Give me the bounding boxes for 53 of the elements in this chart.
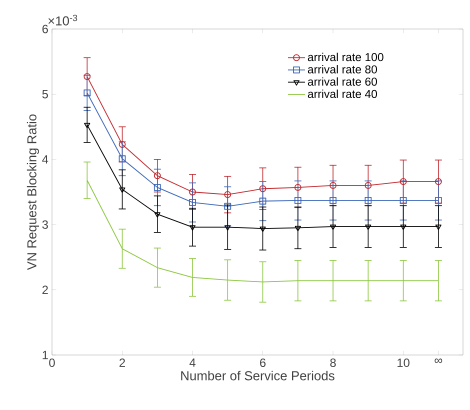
legend-label: arrival rate 60	[308, 77, 378, 86]
text: ×10$^{-3}$	[48, 14, 78, 26]
legend-label: arrival rate 40	[308, 90, 378, 98]
y-axis-title: VN Request Blocking Ratio	[26, 114, 39, 270]
point	[189, 188, 196, 196]
y-tick-label: 2	[42, 286, 48, 294]
point	[260, 226, 266, 232]
point	[330, 182, 336, 189]
point	[224, 225, 231, 231]
y-tick-label: 4	[42, 155, 48, 164]
y-tick-label: 6	[42, 24, 48, 34]
y-tick-label: 3	[42, 220, 48, 229]
y-tick-label: 5	[42, 90, 48, 98]
point	[224, 202, 232, 210]
point	[118, 155, 126, 162]
x-tick-label: 2	[120, 358, 125, 367]
point	[259, 198, 266, 205]
legend-label: arrival rate 100	[308, 52, 384, 62]
point	[364, 182, 372, 189]
legend-label: arrival rate 80	[308, 65, 378, 74]
point	[364, 197, 372, 204]
point	[330, 224, 336, 230]
point	[259, 185, 266, 192]
point	[294, 184, 302, 191]
point	[84, 73, 91, 80]
point	[400, 224, 406, 230]
point	[189, 198, 196, 206]
point	[154, 172, 161, 180]
x-tick-label: 10	[398, 358, 410, 367]
x-tick-label: ∞	[434, 358, 442, 364]
point	[189, 225, 196, 231]
x-tick-label: 6	[260, 358, 266, 367]
x-tick-label: 4	[189, 358, 196, 367]
point	[400, 197, 407, 204]
point	[365, 224, 372, 230]
point	[435, 224, 442, 230]
point	[434, 178, 442, 186]
x-tick-label: 8	[330, 358, 336, 367]
point	[118, 140, 126, 148]
point	[154, 212, 160, 218]
point	[400, 178, 407, 186]
point	[84, 89, 91, 96]
point	[294, 197, 302, 204]
point	[154, 184, 161, 191]
point	[330, 197, 336, 204]
point	[84, 122, 90, 128]
y-tick-label: 1	[42, 350, 48, 360]
point	[294, 226, 301, 232]
x-tick-label: 0	[49, 358, 55, 367]
x-axis-title: Number of Service Periods	[181, 370, 334, 380]
point	[119, 187, 126, 193]
point	[224, 191, 232, 198]
point	[434, 197, 442, 204]
